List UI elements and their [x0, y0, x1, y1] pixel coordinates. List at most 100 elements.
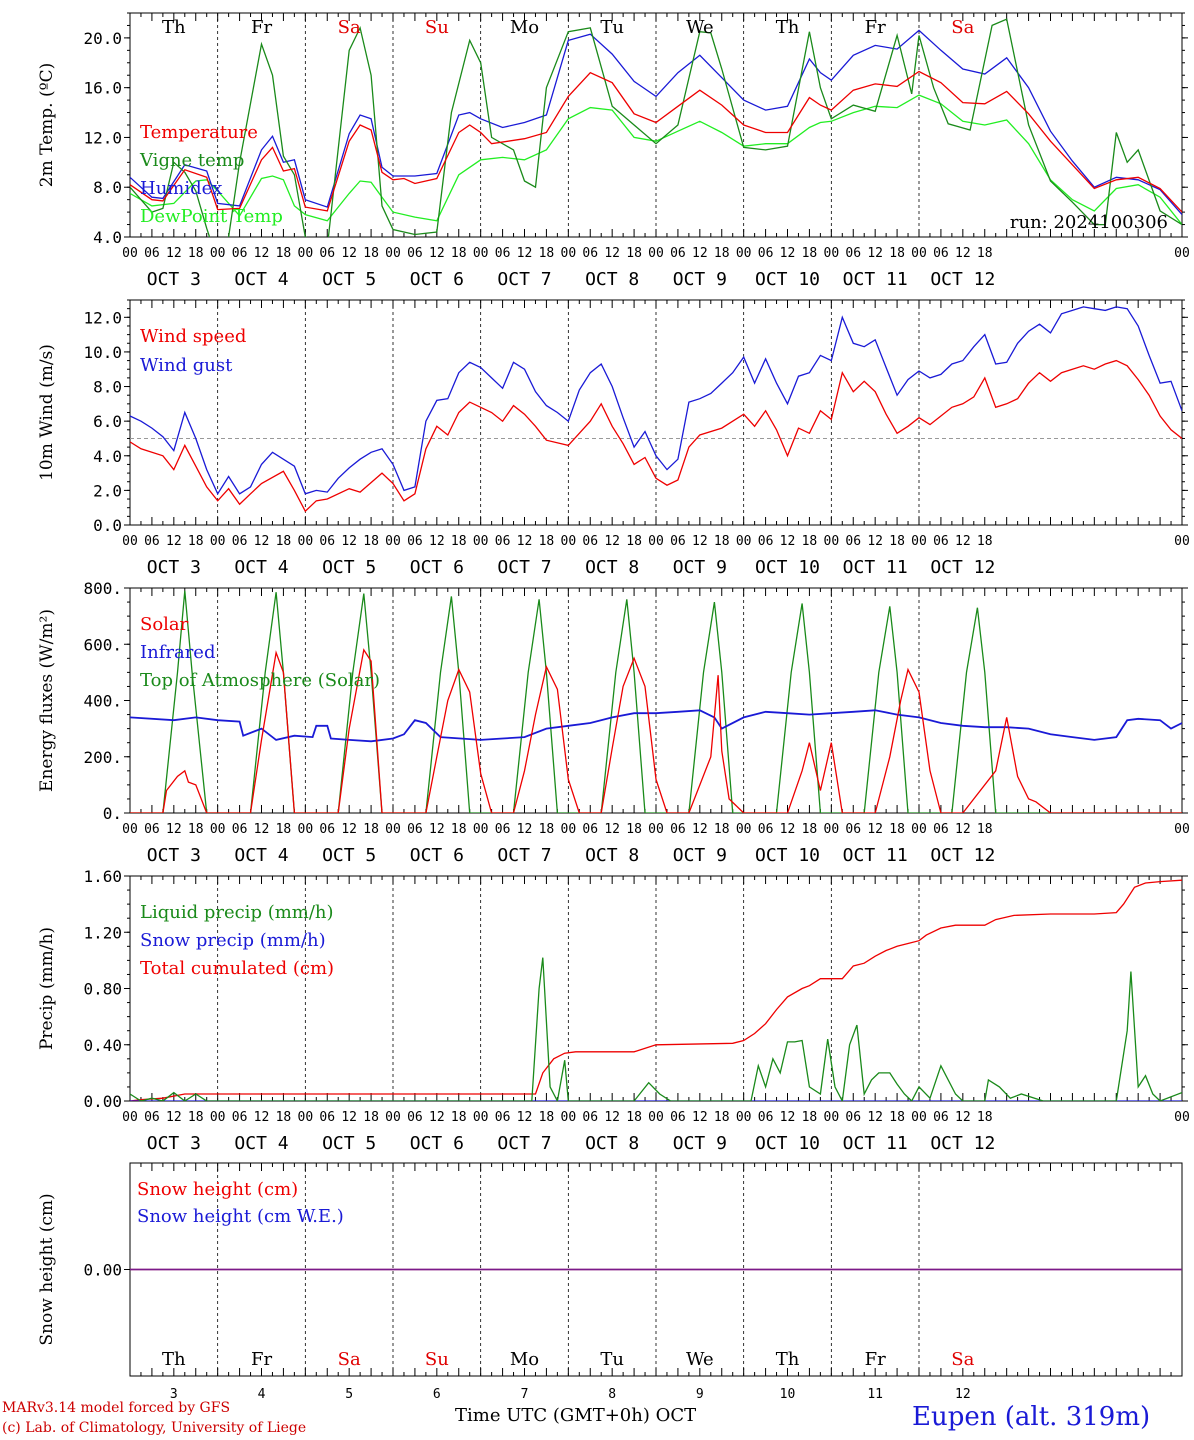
hour-tick-label: 00: [473, 534, 489, 549]
hour-tick-label: 06: [319, 246, 335, 261]
hour-tick-label: 18: [276, 822, 292, 837]
hour-tick-label: 06: [670, 1110, 686, 1125]
series-line-temperature: [130, 70, 1182, 213]
hour-tick-label: 06: [407, 534, 423, 549]
day-name: Su: [425, 17, 449, 38]
hour-tick-label: 18: [188, 246, 204, 261]
date-label: OCT 8: [585, 845, 639, 866]
hour-tick-label: 00: [298, 534, 314, 549]
hour-tick-label: 18: [977, 822, 993, 837]
y-axis-title: 2m Temp. (ºC): [37, 63, 57, 188]
x-axis-title-month: OCT: [655, 1405, 697, 1426]
hour-tick-label: 18: [451, 246, 467, 261]
date-label: OCT 4: [234, 269, 288, 290]
day-name: Su: [425, 1349, 449, 1370]
hour-tick-label: 06: [670, 822, 686, 837]
hour-tick-label: 12: [166, 1110, 182, 1125]
hour-tick-label: 12: [955, 1110, 971, 1125]
hour-tick-label: 18: [626, 246, 642, 261]
hour-tick-label: 00: [824, 822, 840, 837]
hour-tick-label: 18: [363, 246, 379, 261]
hour-tick-label: 12: [429, 246, 445, 261]
hour-tick-label: 06: [144, 246, 160, 261]
date-label: OCT 3: [147, 845, 201, 866]
hour-tick-label: 12: [604, 1110, 620, 1125]
hour-tick-label: 00: [1174, 822, 1190, 837]
date-label: OCT 10: [755, 1133, 820, 1154]
legend-entry: Liquid precip (mm/h): [140, 902, 334, 923]
hour-tick-label: 18: [889, 246, 905, 261]
y-tick-label: 10.0: [83, 343, 122, 362]
x-axis-title: Time UTC (GMT+0h) OCT: [455, 1405, 696, 1426]
y-tick-label: 0.0: [93, 516, 122, 535]
panel-2: 10m Wind (m/s): [37, 299, 1188, 526]
hour-tick-label: 18: [714, 534, 730, 549]
date-label: OCT 11: [843, 845, 908, 866]
date-label: OCT 4: [234, 557, 288, 578]
hour-tick-label: 06: [582, 534, 598, 549]
day-name: Mo: [510, 17, 539, 38]
hour-tick-label: 18: [188, 534, 204, 549]
date-label: OCT 5: [322, 557, 376, 578]
hour-tick-label: 12: [955, 246, 971, 261]
legend-entry: Snow height (cm): [137, 1179, 298, 1200]
hour-tick-label: 06: [845, 246, 861, 261]
date-label: OCT 8: [585, 269, 639, 290]
hour-tick-label: 00: [210, 822, 226, 837]
hour-tick-label: 12: [166, 822, 182, 837]
hour-tick-label: 00: [561, 1110, 577, 1125]
hour-tick-label: 00: [561, 246, 577, 261]
date-label: OCT 10: [755, 269, 820, 290]
hour-tick-label: 00: [210, 534, 226, 549]
hour-tick-label: 12: [166, 534, 182, 549]
day-name: Sa: [338, 1349, 361, 1370]
legend-entry: Solar: [140, 614, 189, 635]
date-label: OCT 6: [410, 557, 464, 578]
series-line-dewpoint-temp: [130, 94, 1182, 226]
day-name: Fr: [251, 1349, 272, 1370]
date-label: OCT 7: [497, 557, 551, 578]
hour-tick-label: 00: [122, 534, 138, 549]
hour-tick-label: 00: [298, 822, 314, 837]
y-tick-label: 0.00: [83, 1092, 122, 1111]
date-number: 6: [433, 1387, 441, 1402]
y-axis-title: Energy fluxes (W/m²): [37, 609, 57, 792]
legend-entry: Wind speed: [140, 326, 246, 347]
hour-tick-label: 00: [385, 534, 401, 549]
series-line-infrared: [130, 709, 1182, 743]
date-label: OCT 4: [234, 845, 288, 866]
date-label: OCT 11: [843, 1133, 908, 1154]
panel-4: Precip (mm/h): [37, 875, 1188, 1102]
y-axis-title: Precip (mm/h): [37, 927, 57, 1050]
y-axis-title: Snow height (cm): [37, 1193, 57, 1345]
date-label: OCT 3: [147, 1133, 201, 1154]
hour-tick-label: 06: [407, 246, 423, 261]
day-name: Th: [776, 17, 800, 38]
hour-tick-label: 12: [341, 822, 357, 837]
panel-3: Energy fluxes (W/m²): [37, 587, 1188, 814]
hour-tick-label: 18: [802, 534, 818, 549]
legend-entry: Temperature: [140, 122, 258, 143]
date-number: 7: [521, 1387, 529, 1402]
run-label: run: 2024100306: [1010, 212, 1168, 233]
hour-tick-label: 00: [210, 246, 226, 261]
hour-tick-label: 06: [933, 246, 949, 261]
hour-tick-label: 18: [539, 534, 555, 549]
legend-entry: DewPoint Temp: [140, 206, 283, 227]
hour-tick-label: 12: [780, 534, 796, 549]
y-tick-label: 12.0: [83, 308, 122, 327]
y-tick-label: 12.0: [83, 128, 122, 147]
date-label: OCT 11: [843, 557, 908, 578]
hour-tick-label: 06: [670, 246, 686, 261]
hour-tick-label: 18: [276, 534, 292, 549]
hour-tick-label: 18: [626, 534, 642, 549]
hour-tick-label: 12: [254, 822, 270, 837]
hour-tick-label: 06: [845, 822, 861, 837]
hour-tick-label: 00: [298, 1110, 314, 1125]
date-number: 8: [608, 1387, 616, 1402]
day-name: Tu: [600, 1349, 624, 1370]
hour-tick-label: 12: [692, 534, 708, 549]
hour-tick-label: 06: [670, 534, 686, 549]
day-name: Th: [776, 1349, 800, 1370]
date-label: OCT 12: [930, 269, 995, 290]
